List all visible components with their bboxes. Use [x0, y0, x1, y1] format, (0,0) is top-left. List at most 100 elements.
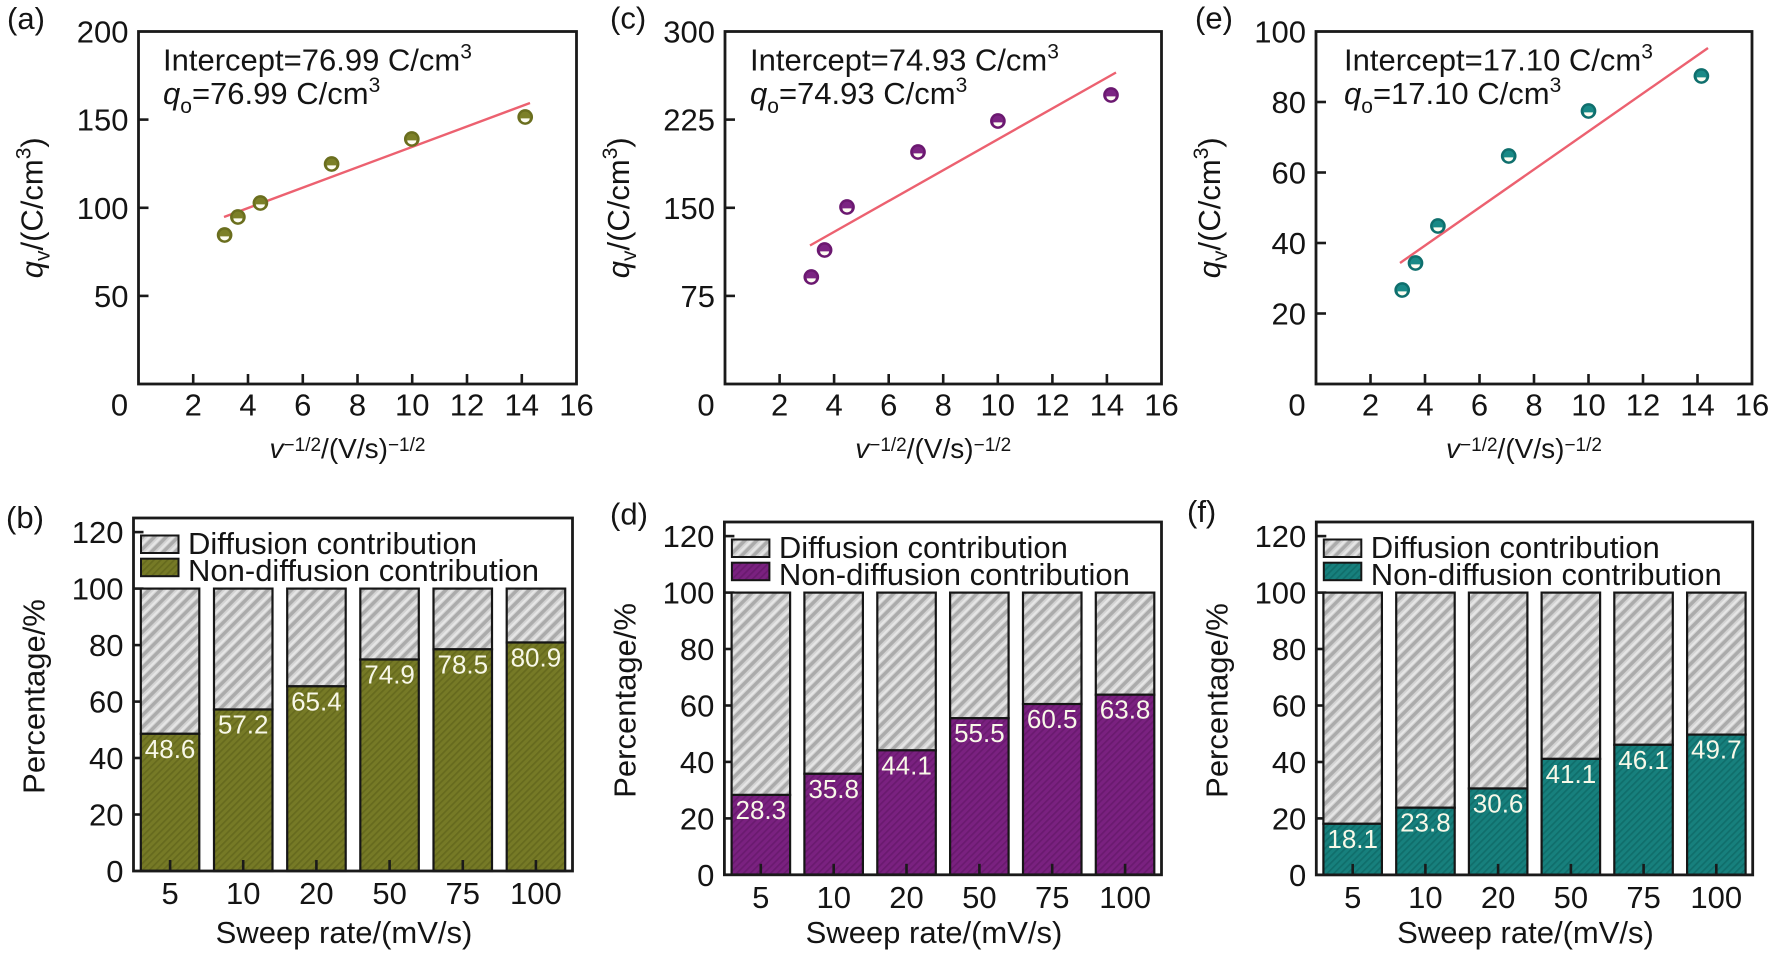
svg-text:Intercept=76.99 C/cm3: Intercept=76.99 C/cm3 — [163, 41, 472, 78]
svg-text:78.5: 78.5 — [437, 649, 488, 679]
svg-text:0: 0 — [111, 388, 128, 423]
svg-text:8: 8 — [935, 388, 952, 423]
svg-text:4: 4 — [239, 388, 256, 423]
svg-text:2: 2 — [771, 388, 788, 423]
svg-text:100: 100 — [663, 576, 715, 611]
svg-text:16: 16 — [1144, 388, 1178, 423]
svg-text:0: 0 — [1289, 858, 1306, 893]
svg-text:50: 50 — [94, 279, 128, 314]
svg-text:12: 12 — [450, 388, 484, 423]
svg-text:80: 80 — [89, 628, 123, 663]
svg-text:12: 12 — [1035, 388, 1069, 423]
svg-text:12: 12 — [1626, 388, 1660, 423]
svg-text:0: 0 — [697, 388, 714, 423]
svg-text:(c): (c) — [610, 1, 646, 36]
svg-text:20: 20 — [1481, 880, 1515, 915]
svg-text:20: 20 — [1272, 297, 1306, 332]
svg-text:100: 100 — [1099, 880, 1151, 915]
svg-text:10: 10 — [395, 388, 429, 423]
svg-text:qv/(C/cm3): qv/(C/cm3) — [13, 137, 55, 278]
svg-text:14: 14 — [1680, 388, 1714, 423]
svg-text:Percentage/%: Percentage/% — [1199, 603, 1234, 798]
svg-text:(e): (e) — [1195, 1, 1233, 36]
svg-text:50: 50 — [962, 880, 996, 915]
svg-text:41.1: 41.1 — [1546, 759, 1597, 789]
svg-text:10: 10 — [981, 388, 1015, 423]
svg-text:63.8: 63.8 — [1100, 695, 1151, 725]
svg-text:80.9: 80.9 — [511, 643, 562, 673]
svg-text:120: 120 — [72, 515, 124, 550]
svg-text:40: 40 — [680, 745, 714, 780]
svg-text:10: 10 — [1408, 880, 1442, 915]
svg-text:6: 6 — [1471, 388, 1488, 423]
svg-text:55.5: 55.5 — [954, 718, 1005, 748]
svg-text:Non-diffusion contribution: Non-diffusion contribution — [1371, 557, 1722, 592]
svg-text:225: 225 — [663, 103, 715, 138]
svg-text:100: 100 — [77, 191, 129, 226]
svg-text:(d): (d) — [610, 497, 648, 532]
svg-text:28.3: 28.3 — [735, 795, 786, 825]
svg-text:10: 10 — [226, 876, 260, 911]
svg-text:2: 2 — [185, 388, 202, 423]
svg-text:20: 20 — [1272, 801, 1306, 836]
svg-text:44.1: 44.1 — [881, 750, 932, 780]
svg-text:v−1/2/(V/s)−1/2: v−1/2/(V/s)−1/2 — [855, 433, 1011, 464]
svg-text:5: 5 — [161, 876, 178, 911]
svg-text:150: 150 — [663, 191, 715, 226]
svg-text:Diffusion contribution: Diffusion contribution — [1371, 530, 1660, 565]
svg-text:35.8: 35.8 — [808, 774, 859, 804]
svg-text:60: 60 — [1272, 689, 1306, 724]
svg-text:qv/(C/cm3): qv/(C/cm3) — [1190, 137, 1232, 278]
svg-text:200: 200 — [77, 15, 129, 50]
svg-text:Non-diffusion contribution: Non-diffusion contribution — [188, 553, 539, 588]
svg-text:120: 120 — [1255, 519, 1307, 554]
svg-text:Diffusion contribution: Diffusion contribution — [779, 530, 1068, 565]
svg-text:(f): (f) — [1187, 494, 1216, 529]
svg-text:30.6: 30.6 — [1473, 789, 1524, 819]
svg-text:65.4: 65.4 — [291, 686, 342, 716]
svg-text:Non-diffusion contribution: Non-diffusion contribution — [779, 557, 1130, 592]
svg-text:60: 60 — [89, 685, 123, 720]
svg-text:10: 10 — [816, 880, 850, 915]
svg-text:8: 8 — [1525, 388, 1542, 423]
svg-text:6: 6 — [294, 388, 311, 423]
svg-text:v−1/2/(V/s)−1/2: v−1/2/(V/s)−1/2 — [1446, 433, 1602, 464]
svg-text:16: 16 — [559, 388, 593, 423]
svg-text:20: 20 — [89, 798, 123, 833]
svg-text:80: 80 — [680, 632, 714, 667]
svg-text:16: 16 — [1735, 388, 1769, 423]
svg-text:80: 80 — [1272, 85, 1306, 120]
svg-text:2: 2 — [1362, 388, 1379, 423]
svg-text:100: 100 — [510, 876, 562, 911]
svg-text:20: 20 — [680, 801, 714, 836]
svg-text:4: 4 — [825, 388, 842, 423]
svg-text:0: 0 — [106, 854, 123, 889]
svg-text:100: 100 — [1255, 576, 1307, 611]
svg-text:20: 20 — [299, 876, 333, 911]
svg-text:Percentage/%: Percentage/% — [17, 599, 52, 794]
svg-text:75: 75 — [1626, 880, 1660, 915]
svg-text:v−1/2/(V/s)−1/2: v−1/2/(V/s)−1/2 — [270, 433, 426, 464]
svg-text:14: 14 — [505, 388, 539, 423]
svg-text:(b): (b) — [6, 500, 44, 535]
svg-text:Intercept=74.93 C/cm3: Intercept=74.93 C/cm3 — [750, 41, 1059, 78]
svg-text:150: 150 — [77, 103, 129, 138]
svg-text:5: 5 — [752, 880, 769, 915]
svg-text:40: 40 — [89, 741, 123, 776]
svg-text:Sweep rate/(mV/s): Sweep rate/(mV/s) — [1397, 915, 1654, 950]
svg-text:Sweep rate/(mV/s): Sweep rate/(mV/s) — [216, 915, 473, 950]
svg-text:6: 6 — [880, 388, 897, 423]
svg-text:23.8: 23.8 — [1400, 808, 1451, 838]
svg-text:(a): (a) — [7, 1, 45, 36]
svg-text:Percentage/%: Percentage/% — [607, 603, 642, 798]
svg-text:80: 80 — [1272, 632, 1306, 667]
svg-text:14: 14 — [1090, 388, 1124, 423]
svg-text:5: 5 — [1344, 880, 1361, 915]
svg-text:100: 100 — [1254, 15, 1306, 50]
svg-text:4: 4 — [1416, 388, 1433, 423]
svg-text:60: 60 — [680, 689, 714, 724]
svg-text:qo=17.10 C/cm3: qo=17.10 C/cm3 — [1344, 74, 1561, 118]
svg-text:300: 300 — [663, 15, 715, 50]
svg-text:46.1: 46.1 — [1618, 745, 1669, 775]
svg-text:60: 60 — [1272, 156, 1306, 191]
